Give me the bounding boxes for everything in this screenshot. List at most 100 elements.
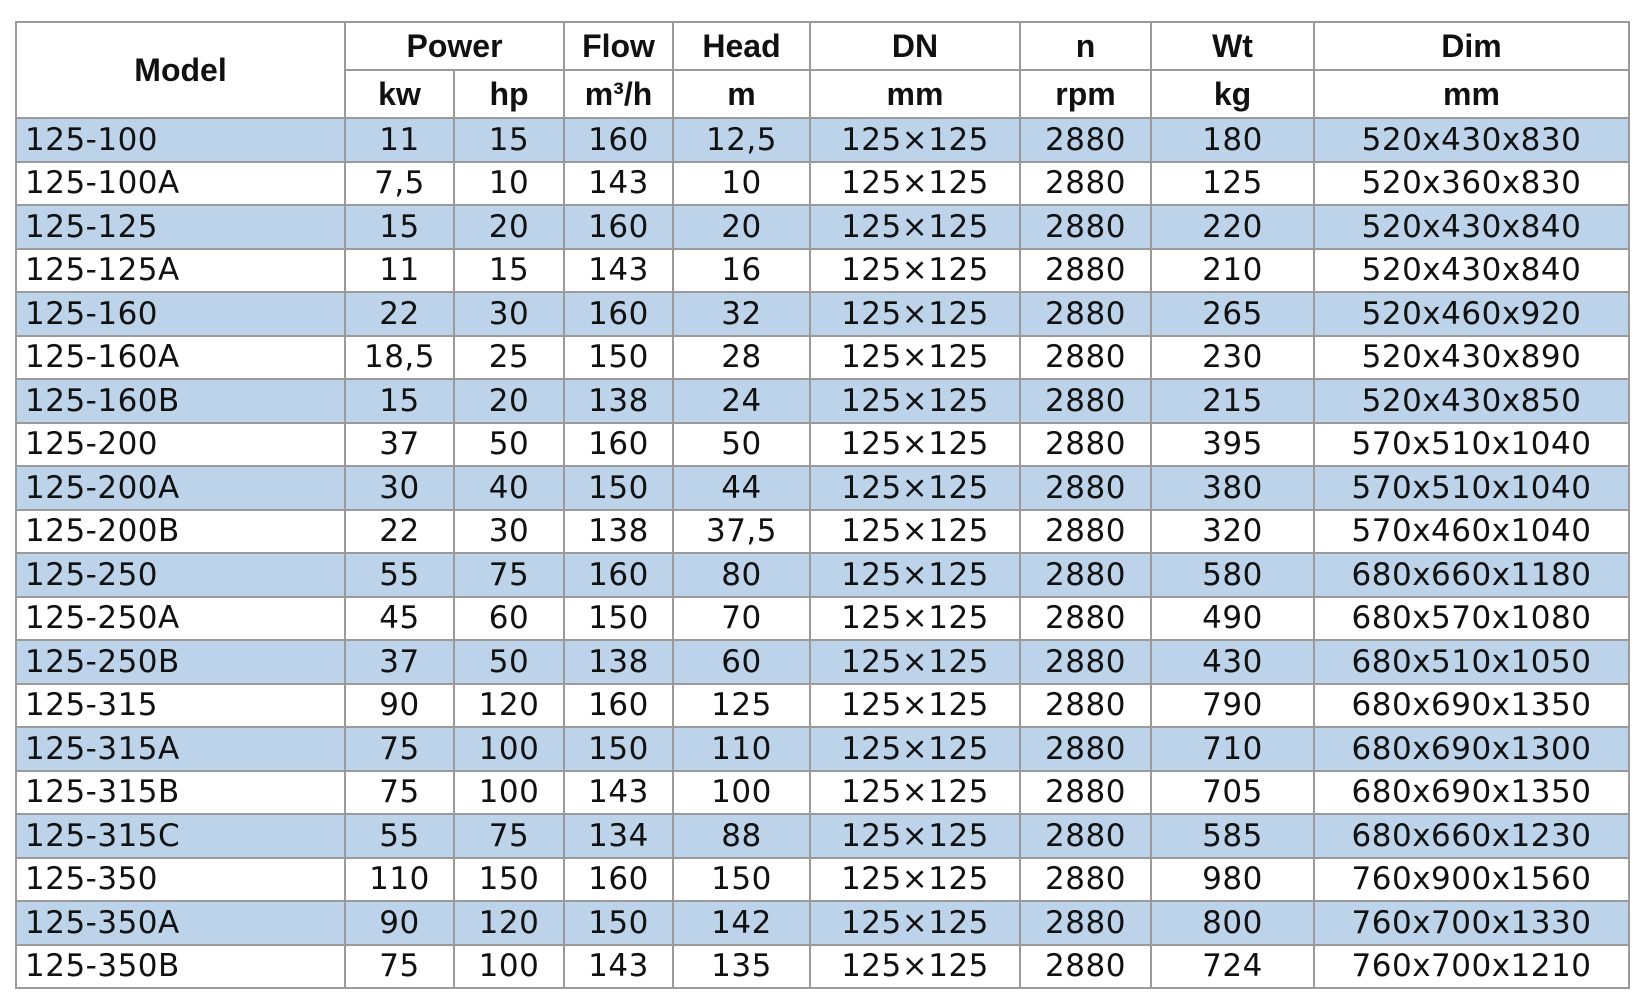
cell-hp: 10 (453, 160, 565, 206)
unit-flow: m³/h (563, 69, 674, 119)
cell-model: 125-350B (15, 943, 346, 989)
cell-rpm: 2880 (1019, 378, 1152, 424)
cell-weight: 705 (1150, 769, 1315, 815)
cell-weight: 724 (1150, 943, 1315, 989)
cell-kw: 75 (344, 726, 455, 772)
cell-head: 24 (672, 378, 811, 424)
cell-kw: 30 (344, 465, 455, 511)
cell-hp: 40 (453, 465, 565, 511)
cell-rpm: 2880 (1019, 334, 1152, 380)
cell-dimensions: 760x700x1330 (1313, 900, 1630, 946)
cell-model: 125-315C (15, 813, 346, 859)
cell-weight: 585 (1150, 813, 1315, 859)
table-row: 125-315B 75 100 143 100 125×125 2880 705 680x690… (15, 769, 1630, 815)
cell-rpm: 2880 (1019, 856, 1152, 902)
header-flow: Flow (563, 21, 674, 71)
table-row: 125-125 15 20 160 20 125×125 2880 220 520x430x84… (15, 204, 1630, 250)
cell-model: 125-315 (15, 682, 346, 728)
cell-head: 37,5 (672, 508, 811, 554)
cell-weight: 215 (1150, 378, 1315, 424)
cell-kw: 15 (344, 204, 455, 250)
cell-hp: 30 (453, 291, 565, 337)
cell-dn: 125×125 (809, 552, 1021, 598)
cell-head: 16 (672, 247, 811, 293)
cell-dn: 125×125 (809, 856, 1021, 902)
cell-hp: 25 (453, 334, 565, 380)
cell-dimensions: 680x690x1300 (1313, 726, 1630, 772)
cell-weight: 800 (1150, 900, 1315, 946)
cell-head: 44 (672, 465, 811, 511)
header-n: n (1019, 21, 1152, 71)
unit-wt: kg (1150, 69, 1315, 119)
cell-hp: 50 (453, 421, 565, 467)
table-row: 125-250A 45 60 150 70 125×125 2880 490 680x570x1… (15, 595, 1630, 641)
cell-kw: 55 (344, 813, 455, 859)
cell-weight: 230 (1150, 334, 1315, 380)
cell-head: 60 (672, 639, 811, 685)
cell-weight: 490 (1150, 595, 1315, 641)
cell-head: 12,5 (672, 117, 811, 163)
cell-hp: 20 (453, 204, 565, 250)
cell-flow: 150 (563, 900, 674, 946)
cell-weight: 220 (1150, 204, 1315, 250)
cell-dn: 125×125 (809, 508, 1021, 554)
cell-dn: 125×125 (809, 900, 1021, 946)
cell-kw: 90 (344, 900, 455, 946)
table-row: 125-250 55 75 160 80 125×125 2880 580 680x660x11… (15, 552, 1630, 598)
table-row: 125-315C 55 75 134 88 125×125 2880 585 680x660x1… (15, 813, 1630, 859)
cell-model: 125-250B (15, 639, 346, 685)
cell-hp: 15 (453, 117, 565, 163)
cell-head: 110 (672, 726, 811, 772)
cell-rpm: 2880 (1019, 813, 1152, 859)
cell-dn: 125×125 (809, 160, 1021, 206)
cell-dn: 125×125 (809, 639, 1021, 685)
cell-rpm: 2880 (1019, 552, 1152, 598)
cell-dimensions: 680x690x1350 (1313, 769, 1630, 815)
cell-model: 125-200 (15, 421, 346, 467)
cell-kw: 11 (344, 247, 455, 293)
cell-flow: 160 (563, 291, 674, 337)
cell-head: 10 (672, 160, 811, 206)
cell-kw: 75 (344, 769, 455, 815)
cell-hp: 100 (453, 769, 565, 815)
cell-hp: 15 (453, 247, 565, 293)
cell-dn: 125×125 (809, 247, 1021, 293)
header-model: Model (15, 21, 346, 119)
cell-weight: 395 (1150, 421, 1315, 467)
cell-rpm: 2880 (1019, 291, 1152, 337)
cell-kw: 18,5 (344, 334, 455, 380)
cell-kw: 110 (344, 856, 455, 902)
cell-flow: 160 (563, 117, 674, 163)
pump-spec-table: Model Power Flow Head DN n Wt Dim kw hp … (15, 21, 1630, 989)
cell-kw: 45 (344, 595, 455, 641)
cell-dimensions: 680x660x1230 (1313, 813, 1630, 859)
cell-dimensions: 680x570x1080 (1313, 595, 1630, 641)
cell-model: 125-250A (15, 595, 346, 641)
cell-weight: 980 (1150, 856, 1315, 902)
table-row: 125-250B 37 50 138 60 125×125 2880 430 680x510x1… (15, 639, 1630, 685)
cell-head: 100 (672, 769, 811, 815)
cell-kw: 11 (344, 117, 455, 163)
header-dim: Dim (1313, 21, 1630, 71)
cell-dn: 125×125 (809, 595, 1021, 641)
cell-flow: 150 (563, 465, 674, 511)
cell-weight: 320 (1150, 508, 1315, 554)
cell-kw: 55 (344, 552, 455, 598)
cell-rpm: 2880 (1019, 247, 1152, 293)
cell-flow: 138 (563, 639, 674, 685)
cell-dn: 125×125 (809, 204, 1021, 250)
cell-model: 125-160B (15, 378, 346, 424)
cell-weight: 265 (1150, 291, 1315, 337)
cell-dimensions: 570x510x1040 (1313, 421, 1630, 467)
cell-kw: 90 (344, 682, 455, 728)
cell-rpm: 2880 (1019, 639, 1152, 685)
cell-head: 32 (672, 291, 811, 337)
cell-model: 125-250 (15, 552, 346, 598)
table-row: 125-100A 7,5 10 143 10 125×125 2880 125 520x360x… (15, 160, 1630, 206)
cell-hp: 100 (453, 726, 565, 772)
cell-rpm: 2880 (1019, 726, 1152, 772)
cell-weight: 180 (1150, 117, 1315, 163)
cell-rpm: 2880 (1019, 900, 1152, 946)
cell-flow: 143 (563, 943, 674, 989)
cell-kw: 15 (344, 378, 455, 424)
